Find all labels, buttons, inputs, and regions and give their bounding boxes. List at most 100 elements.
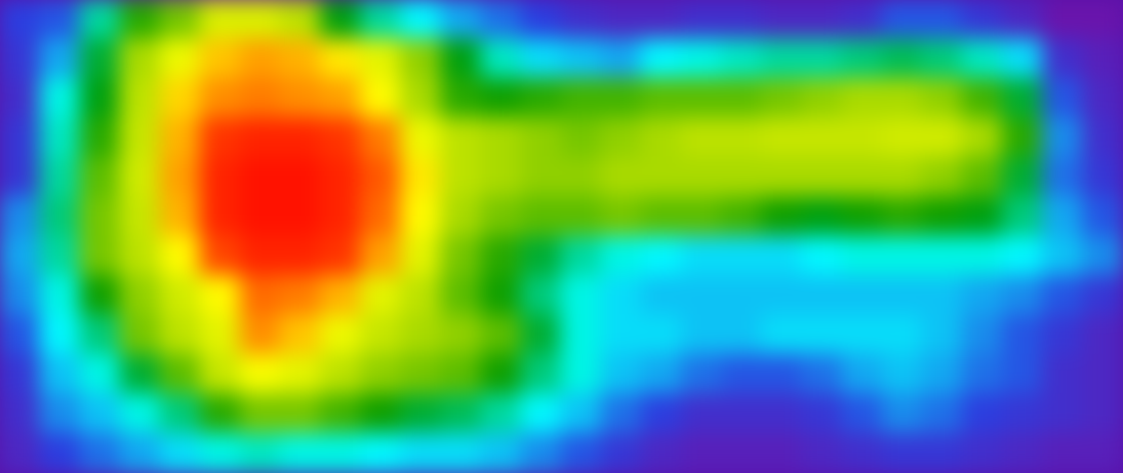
heatmap-cell [199,393,242,435]
heatmap-cell [279,117,322,159]
heatmap-cell [119,38,162,80]
heatmap-cell [560,117,603,159]
heatmap-cell [480,38,523,80]
heatmap-cell [480,353,523,396]
heatmap-cell [560,393,603,435]
heatmap-cell [761,274,804,317]
heatmap-cell [720,353,764,396]
heatmap-cell [600,393,643,435]
heatmap-cell [199,117,242,159]
heatmap-cell [1001,156,1044,199]
heatmap-cell [680,314,723,356]
heatmap-cell [881,432,924,473]
heatmap-cell [359,274,403,317]
heatmap-cell [440,0,483,41]
heatmap-cell [841,274,884,317]
heatmap-cell [159,235,202,277]
heatmap-cell [0,274,42,317]
heatmap-cell [159,393,202,435]
heatmap-cell [1041,314,1084,356]
heatmap-cell [1041,235,1084,277]
heatmap-cell [640,117,683,159]
heatmap-cell [480,117,523,159]
heatmap-cell [159,38,202,80]
heatmap-cell [1081,235,1123,277]
heatmap-cell [881,38,924,80]
heatmap-cell [119,235,162,277]
heatmap-cell [680,196,723,238]
heatmap-cell [39,432,82,473]
heatmap-cell [801,38,844,80]
heatmap-cell [440,156,483,199]
heatmap-cell [239,156,282,199]
heatmap-cell [319,353,362,396]
heatmap-cell [359,117,403,159]
heatmap-cell [600,38,643,80]
heatmap-cell [520,393,563,435]
heatmap-cell [720,314,764,356]
heatmap-cell [961,393,1004,435]
heatmap-cell [400,156,443,199]
heatmap-cell [319,77,362,120]
heatmap-cell [761,353,804,396]
heatmap-cell [159,117,202,159]
heatmap-cell [159,432,202,473]
heatmap-cell [1081,156,1123,199]
heatmap-cell [841,156,884,199]
heatmap-cell [841,117,884,159]
heatmap-cell [480,314,523,356]
heatmap-cell [720,38,764,80]
heatmap-cell [640,38,683,80]
heatmap-cell [881,0,924,41]
heatmap-cell [961,77,1004,120]
heatmap-cell [921,117,964,159]
heatmap-cell [400,353,443,396]
heatmap-cell [801,0,844,41]
heatmap-cell [1081,117,1123,159]
heatmap-cell [680,274,723,317]
heatmap-cell [881,314,924,356]
heatmap-cell [1041,274,1084,317]
heatmap-cell [801,117,844,159]
heatmap-cell [640,393,683,435]
heatmap-cell [680,353,723,396]
heatmap-cell [881,156,924,199]
heatmap-cell [680,156,723,199]
heatmap-cell [961,432,1004,473]
heatmap-cell [520,117,563,159]
heatmap-cell [279,235,322,277]
heatmap-cell [680,235,723,277]
heatmap-cell [239,314,282,356]
heatmap-cell [159,196,202,238]
heatmap-cell [680,38,723,80]
heatmap-cell [761,0,804,41]
heatmap-cell [961,0,1004,41]
heatmap-cell [79,235,122,277]
heatmap-cell [801,196,844,238]
heatmap-cell [199,0,242,41]
heatmap-cell [0,0,42,41]
heatmap-cell [400,314,443,356]
heatmap-cell [801,235,844,277]
heatmap-cell [199,432,242,473]
heatmap-cell [801,393,844,435]
heatmap-cell [480,77,523,120]
heatmap-cell [720,235,764,277]
heatmap-cell [841,196,884,238]
heatmap-cell [640,77,683,120]
heatmap-cell [239,117,282,159]
heatmap-cell [279,274,322,317]
heatmap-cell [961,235,1004,277]
heatmap-cell [640,314,683,356]
heatmap-cell [79,77,122,120]
heatmap-cell [400,432,443,473]
heatmap-cell [841,77,884,120]
heatmap-cell [239,38,282,80]
heatmap-cell [239,274,282,317]
heatmap-cell [921,0,964,41]
heatmap-cell [520,314,563,356]
heatmap-cell [319,314,362,356]
heatmap-cell [560,38,603,80]
heatmap-cell [600,314,643,356]
